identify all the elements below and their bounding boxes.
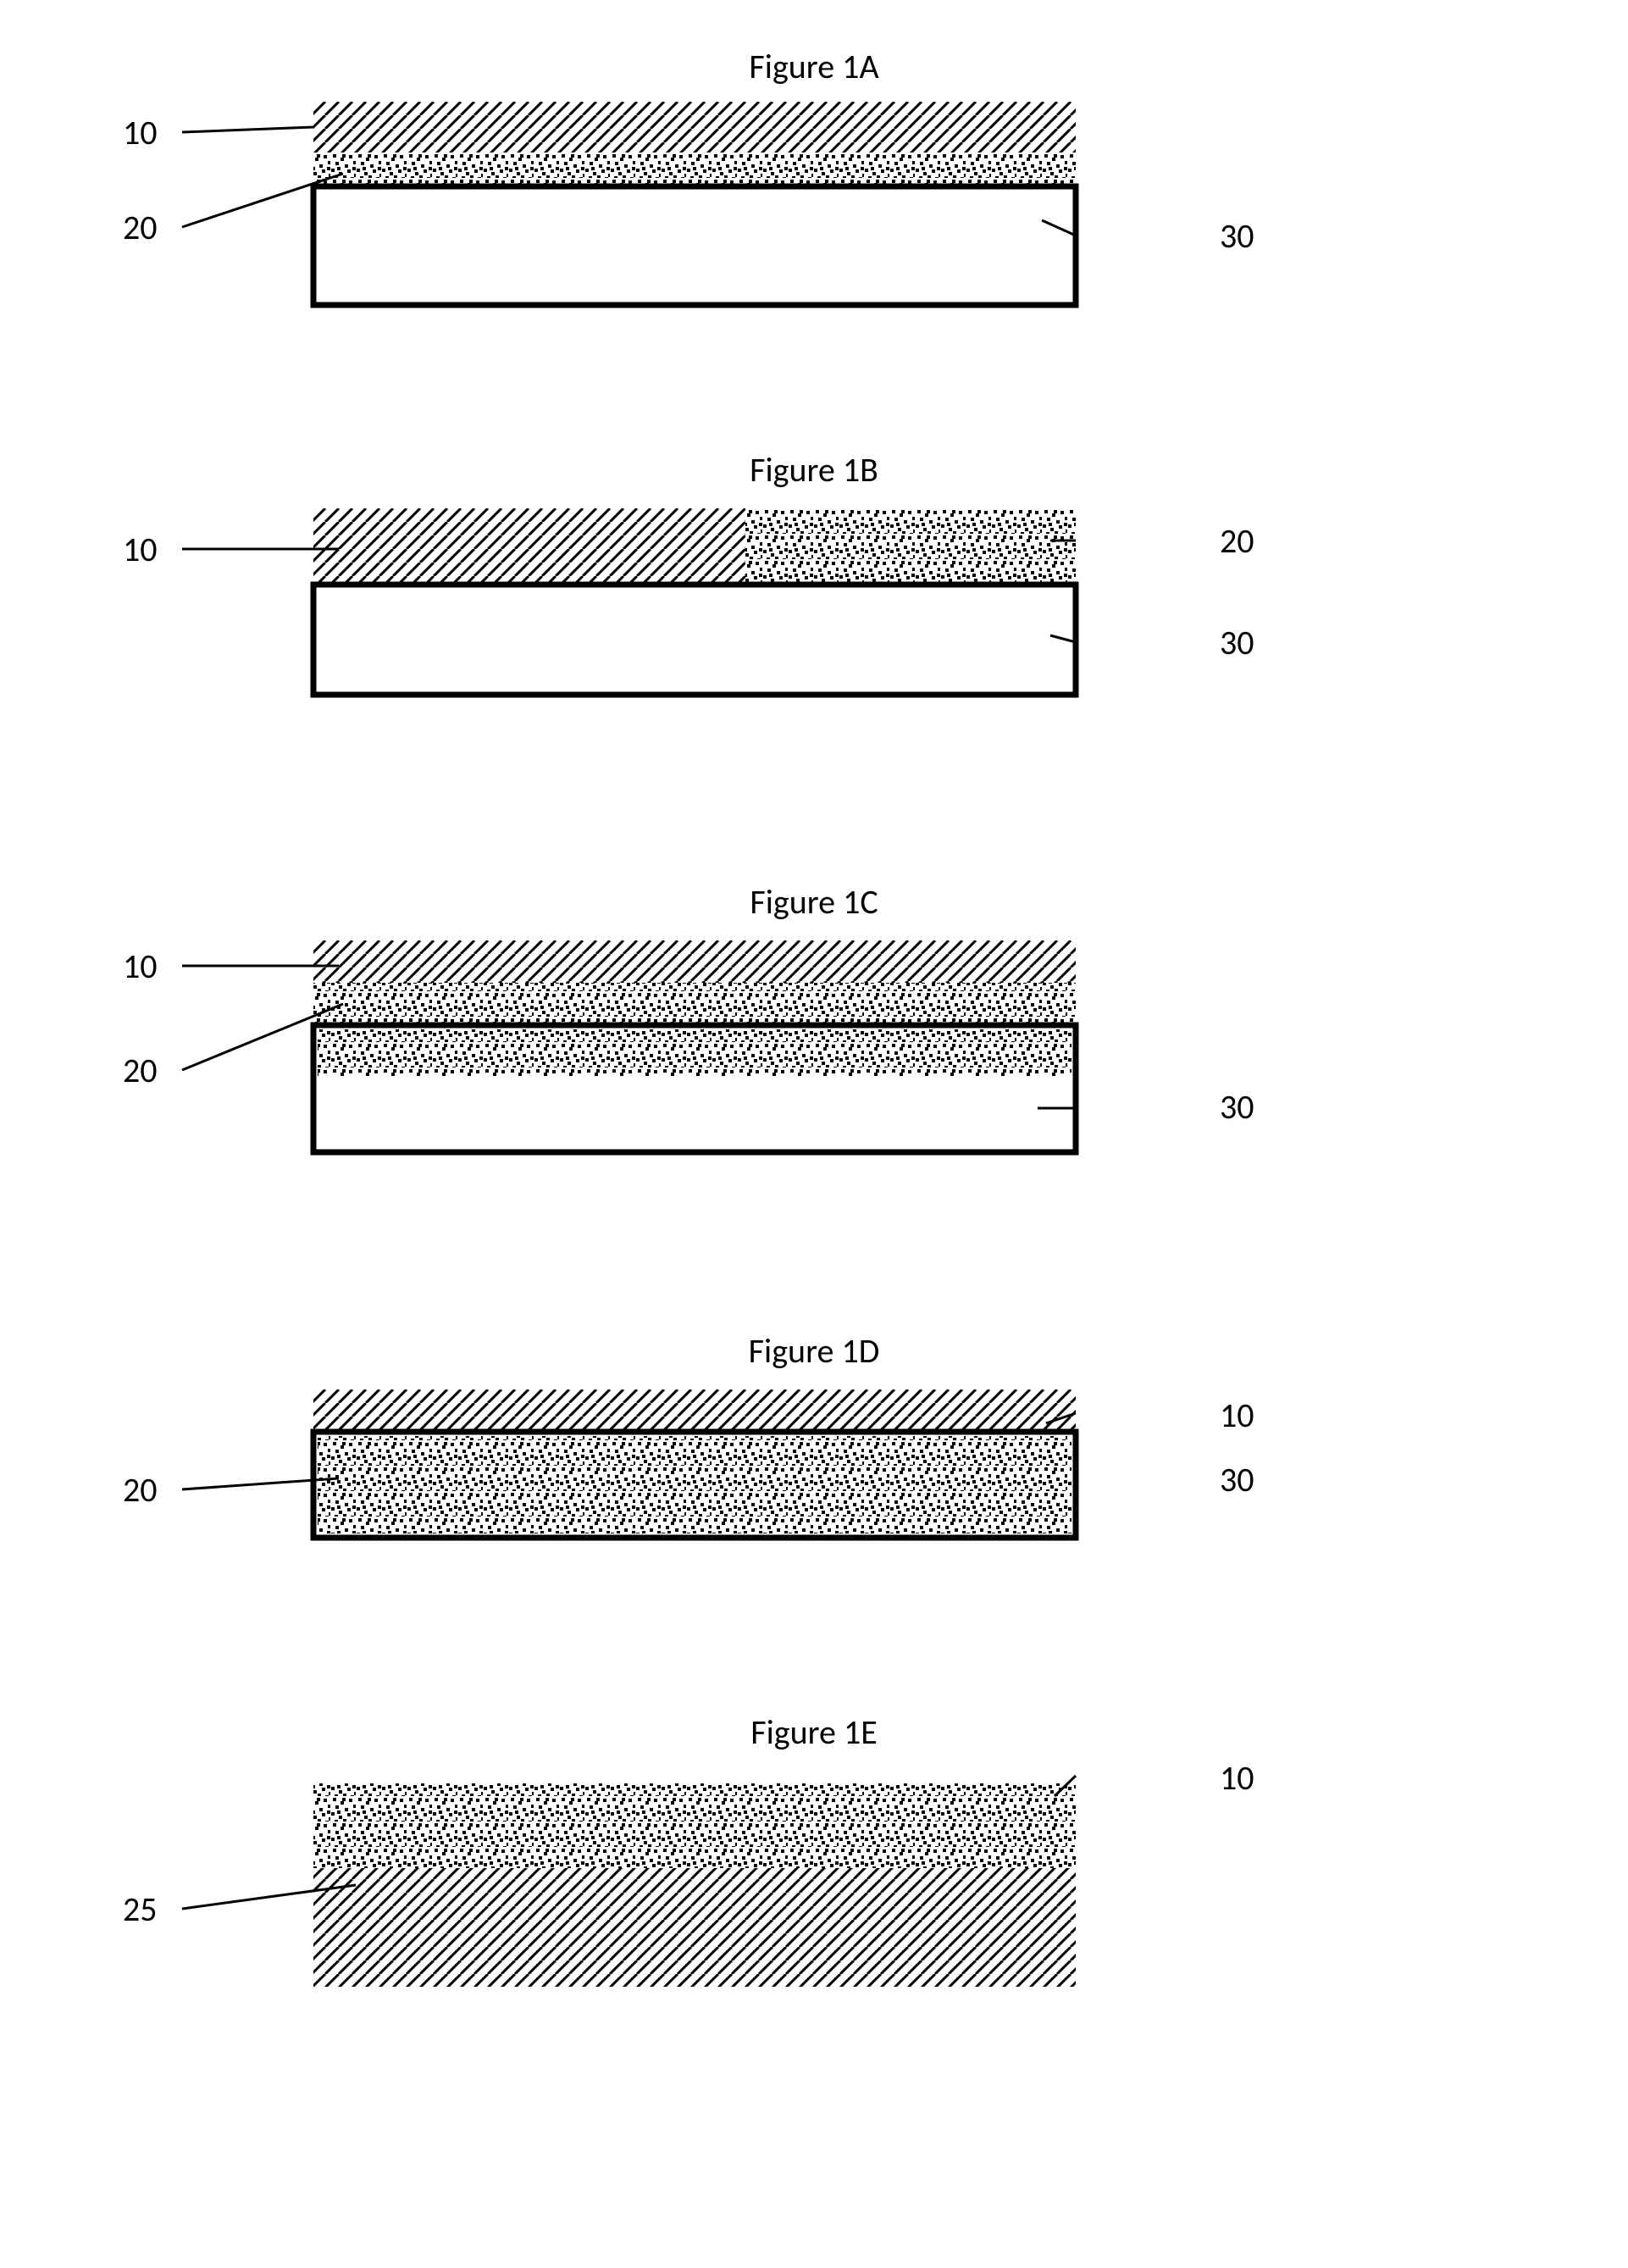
figure-title-1D: Figure 1D bbox=[0, 1330, 1628, 1372]
figure-title-1A: Figure 1A bbox=[0, 46, 1628, 87]
ref-label-20: 20 bbox=[123, 1050, 158, 1091]
noise-right-region bbox=[745, 508, 1076, 585]
hatch-layer bbox=[313, 1868, 1076, 1987]
ref-label-10: 10 bbox=[123, 112, 158, 153]
ref-label-20: 20 bbox=[123, 207, 158, 248]
ref-label-30: 30 bbox=[1220, 1086, 1254, 1128]
ref-label-20: 20 bbox=[123, 1469, 158, 1511]
hatch-left-region bbox=[313, 508, 745, 585]
noise-upper-band bbox=[313, 983, 1076, 1025]
ref-label-10: 10 bbox=[1220, 1757, 1254, 1799]
ref-label-30: 30 bbox=[1220, 622, 1254, 663]
leader-line-30 bbox=[1076, 1459, 1077, 1478]
substrate-box bbox=[313, 186, 1076, 305]
figure-title-1C: Figure 1C bbox=[0, 881, 1628, 923]
noise-inside-band bbox=[318, 1029, 1071, 1076]
figure-1D bbox=[0, 1389, 1628, 1584]
figure-title-1B: Figure 1B bbox=[0, 449, 1628, 491]
leader-line-10 bbox=[182, 127, 313, 132]
figure-1A bbox=[0, 102, 1628, 356]
noise-layer bbox=[313, 152, 1076, 186]
ref-label-30: 30 bbox=[1220, 215, 1254, 257]
hatch-layer bbox=[313, 940, 1076, 983]
ref-label-10: 10 bbox=[123, 945, 158, 987]
noise-fill-inside bbox=[318, 1436, 1071, 1533]
hatch-layer bbox=[313, 1389, 1076, 1432]
figure-1E bbox=[0, 1771, 1628, 2008]
figure-1C bbox=[0, 940, 1628, 1186]
figure-1B bbox=[0, 508, 1628, 729]
ref-label-25: 25 bbox=[123, 1888, 158, 1930]
hatch-layer bbox=[313, 102, 1076, 152]
ref-label-20: 20 bbox=[1220, 520, 1254, 562]
ref-label-30: 30 bbox=[1220, 1459, 1254, 1500]
ref-label-10: 10 bbox=[123, 529, 158, 570]
ref-label-10: 10 bbox=[1220, 1395, 1254, 1436]
figure-title-1E: Figure 1E bbox=[0, 1711, 1628, 1753]
substrate-box bbox=[313, 585, 1076, 695]
noise-layer bbox=[313, 1783, 1076, 1868]
